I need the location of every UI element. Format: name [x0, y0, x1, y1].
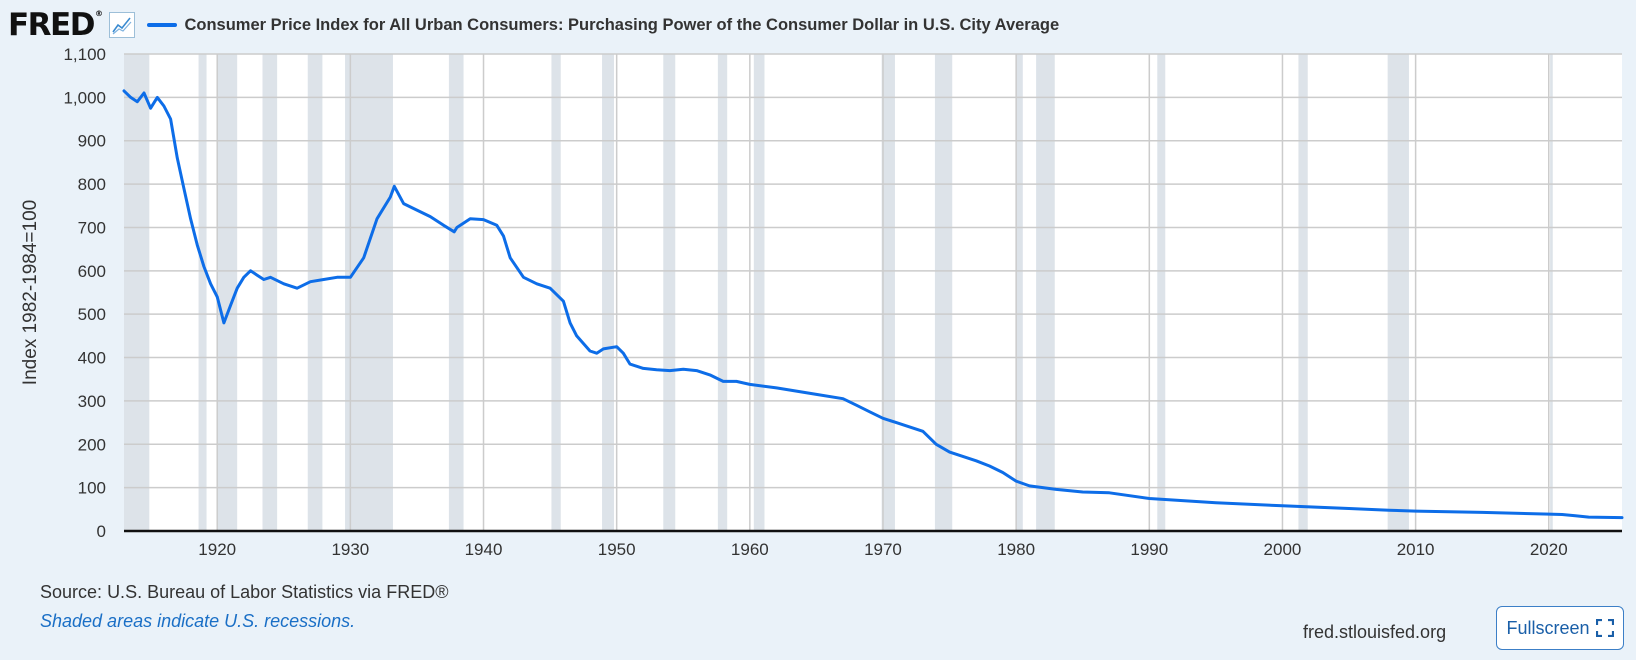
x-tick-label: 1970	[864, 540, 902, 559]
fred-logo-registered: ®	[94, 8, 103, 18]
recession-band	[124, 54, 150, 531]
y-tick-label: 800	[78, 175, 106, 194]
recession-band	[1387, 54, 1409, 531]
recession-band	[881, 54, 895, 531]
recession-band	[1036, 54, 1055, 531]
recession-shading	[124, 54, 1622, 531]
x-tick-label: 1920	[198, 540, 236, 559]
x-tick-label: 1950	[598, 540, 636, 559]
y-tick-label: 100	[78, 479, 106, 498]
x-tick-label: 1940	[465, 540, 503, 559]
y-tick-label: 600	[78, 262, 106, 281]
fred-url[interactable]: fred.stlouisfed.org	[1303, 622, 1447, 642]
y-tick-label: 200	[78, 435, 106, 454]
line-chart-icon[interactable]	[109, 12, 136, 38]
recession-band	[1016, 54, 1023, 531]
expand-icon	[1595, 619, 1614, 637]
fullscreen-label: Fullscreen	[1506, 617, 1590, 638]
x-tick-label: 1930	[331, 540, 369, 559]
recession-band	[307, 54, 323, 531]
recession-band	[934, 54, 953, 531]
recession-band	[217, 54, 238, 531]
recession-band	[753, 54, 765, 531]
y-tick-label: 1,100	[63, 45, 106, 64]
recession-band	[262, 54, 278, 531]
x-tick-label: 2020	[1530, 540, 1568, 559]
recession-band	[717, 54, 728, 531]
recession-band	[663, 54, 676, 531]
y-tick-label: 900	[78, 132, 106, 151]
recession-band	[1157, 54, 1166, 531]
series-line[interactable]	[122, 89, 1624, 520]
y-tick-label: 500	[78, 305, 106, 324]
y-tick-label: 1,000	[63, 88, 106, 107]
y-tick-label: 700	[78, 218, 106, 237]
recession-band	[1550, 54, 1553, 531]
y-tick-label: 300	[78, 392, 106, 411]
chart-title: Consumer Price Index for All Urban Consu…	[184, 15, 1060, 34]
recession-note[interactable]: Shaded areas indicate U.S. recessions.	[40, 611, 356, 631]
x-tick-label: 1990	[1130, 540, 1168, 559]
source-text[interactable]: U.S. Bureau of Labor Statistics via FRED…	[107, 582, 449, 602]
legend-swatch	[147, 23, 178, 27]
y-tick-label: 400	[78, 349, 106, 368]
x-tick-label: 1960	[731, 540, 769, 559]
grid-lines	[124, 53, 1622, 532]
y-tick-label: 0	[97, 522, 106, 541]
axes: 0 100 200 300 400 500 600 700 800 900 1,000 1,100 19…	[20, 45, 1622, 559]
recession-band	[448, 54, 464, 531]
x-tick-label: 1980	[997, 540, 1035, 559]
recession-band	[345, 54, 393, 531]
recession-band	[1298, 54, 1308, 531]
fullscreen-button[interactable]: Fullscreen	[1496, 606, 1624, 650]
x-tick-label: 2000	[1264, 540, 1302, 559]
x-tick-label: 2010	[1397, 540, 1435, 559]
fred-logo[interactable]: FRED®	[8, 6, 103, 43]
chart-header: FRED® Consumer Price Index for All Urban…	[8, 8, 1059, 42]
series-layer	[122, 89, 1624, 520]
y-axis-label: Index 1982-1984=100	[20, 200, 41, 385]
source-line: Source: U.S. Bureau of Labor Statistics …	[40, 582, 448, 603]
fred-logo-text: FRED	[8, 6, 95, 43]
recession-band	[602, 54, 615, 531]
source-prefix: Source:	[40, 582, 103, 602]
recession-band	[198, 54, 207, 531]
